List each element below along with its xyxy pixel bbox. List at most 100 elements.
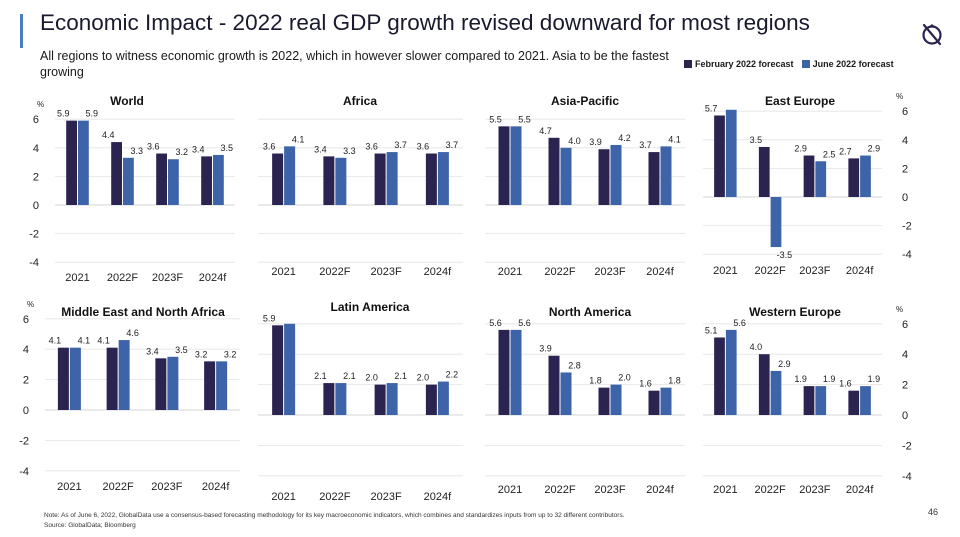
- x-tick-label: 2023F: [151, 481, 182, 493]
- data-label: 3.6: [365, 142, 378, 152]
- data-label: 3.2: [195, 349, 208, 359]
- bar-february: [323, 156, 335, 205]
- bar-february: [598, 149, 610, 205]
- legend-swatch-june: [801, 60, 810, 68]
- x-tick-label: 2024f: [202, 481, 230, 493]
- bar-june: [660, 146, 672, 205]
- data-label: 4.1: [668, 134, 681, 144]
- y-axis-unit: %: [27, 300, 34, 309]
- source-note: Source: GlobalData; Bloomberg: [44, 522, 136, 529]
- y-tick-label: -2: [902, 440, 912, 452]
- bar-june: [860, 155, 871, 197]
- bar-june: [610, 144, 622, 205]
- y-tick-label: 2: [902, 163, 908, 175]
- data-label: 4.7: [539, 126, 552, 136]
- y-tick-label: 6: [902, 319, 908, 331]
- bar-february: [272, 325, 284, 415]
- data-label: 2.1: [343, 371, 356, 381]
- bar-february: [548, 355, 560, 415]
- chart-title: Latin America: [331, 300, 410, 314]
- bar-june: [660, 387, 672, 415]
- y-tick-label: -2: [29, 229, 39, 241]
- data-label: 3.7: [446, 140, 459, 150]
- data-label: 2.0: [417, 373, 430, 383]
- bar-june: [437, 152, 449, 205]
- y-tick-label: 4: [33, 143, 39, 155]
- x-tick-label: 2024f: [646, 266, 674, 278]
- data-label: 1.8: [668, 376, 681, 386]
- bar-june: [213, 154, 224, 205]
- bar-june: [168, 159, 179, 205]
- bar-june: [167, 356, 179, 410]
- y-tick-label: 0: [902, 192, 908, 204]
- data-label: 3.3: [343, 146, 356, 156]
- x-tick-label: 2022F: [319, 491, 350, 503]
- bar-june: [335, 157, 347, 205]
- data-label: 4.4: [102, 130, 115, 140]
- bar-june: [118, 340, 130, 410]
- bar-february: [111, 142, 122, 205]
- data-label: 3.2: [224, 349, 237, 359]
- x-tick-label: 2021: [57, 481, 81, 493]
- brand-logo-icon: [922, 23, 942, 46]
- bar-june: [770, 370, 782, 415]
- data-label: 3.6: [263, 142, 276, 152]
- y-tick-label: -4: [902, 471, 912, 483]
- y-tick-label: 0: [902, 410, 908, 422]
- bar-june: [725, 329, 737, 415]
- page-subtitle: All regions to witness economic growth i…: [40, 49, 669, 79]
- data-label: 5.6: [518, 318, 531, 328]
- data-label: 4.6: [126, 328, 139, 338]
- bar-february: [106, 347, 118, 410]
- bar-june: [510, 126, 522, 205]
- bar-february: [323, 383, 335, 415]
- data-label: 5.7: [705, 103, 718, 113]
- x-tick-label: 2022F: [755, 484, 786, 496]
- bar-june: [560, 147, 572, 205]
- y-tick-label: -4: [29, 257, 39, 269]
- y-tick-label: 4: [902, 135, 908, 147]
- footnote: Note: As of June 6, 2022, GlobalData use…: [44, 512, 625, 519]
- bar-june: [216, 361, 228, 410]
- bar-february: [598, 387, 610, 415]
- bar-february: [201, 156, 212, 205]
- bar-february: [648, 152, 660, 205]
- x-tick-label: 2023F: [799, 484, 830, 496]
- y-tick-label: -4: [19, 466, 29, 478]
- x-tick-label: 2022F: [319, 266, 350, 278]
- data-label: 2.8: [568, 360, 581, 370]
- bar-february: [374, 384, 386, 415]
- x-tick-label: 2024f: [424, 491, 452, 503]
- bar-february: [758, 354, 770, 415]
- bar-february: [498, 329, 510, 415]
- y-tick-label: 6: [902, 106, 908, 118]
- bar-june: [725, 109, 737, 197]
- y-tick-label: 2: [902, 380, 908, 392]
- x-tick-label: 2024f: [646, 484, 674, 496]
- bar-june: [560, 372, 572, 415]
- x-tick-label: 2021: [498, 484, 522, 496]
- data-label: 2.1: [314, 371, 327, 381]
- data-label: 2.7: [839, 146, 852, 156]
- bar-february: [272, 153, 284, 205]
- y-axis-unit: %: [896, 92, 903, 101]
- data-label: 1.6: [639, 379, 652, 389]
- data-label: 3.2: [176, 147, 189, 157]
- bar-june: [123, 157, 134, 205]
- x-tick-label: 2022F: [103, 481, 134, 493]
- legend-swatch-february: [684, 60, 692, 68]
- data-label: 4.1: [49, 336, 62, 346]
- chart-title: Africa: [343, 94, 377, 108]
- data-label: 4.0: [750, 342, 763, 352]
- bar-february: [648, 390, 660, 415]
- chart-title: North America: [549, 305, 632, 319]
- y-tick-label: -2: [902, 221, 912, 233]
- data-label: 2.9: [778, 359, 791, 369]
- x-tick-label: 2021: [271, 491, 295, 503]
- data-label: 1.8: [589, 376, 602, 386]
- data-label: 1.9: [823, 374, 836, 384]
- bar-february: [848, 158, 860, 197]
- bar-february: [758, 146, 770, 197]
- data-label: 2.1: [394, 371, 407, 381]
- bar-june: [284, 323, 296, 415]
